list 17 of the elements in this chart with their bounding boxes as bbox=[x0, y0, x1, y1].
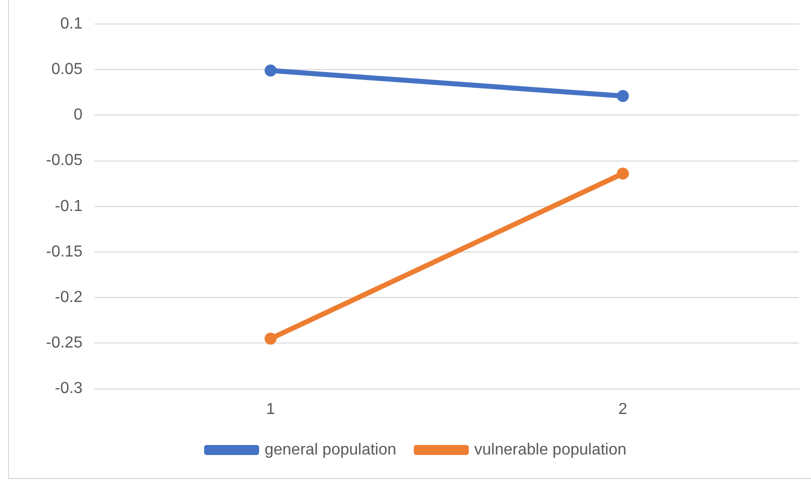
y-tick-label: 0.1 bbox=[60, 15, 83, 32]
y-tick-label: 0 bbox=[74, 106, 83, 124]
y-tick-label: -0.05 bbox=[46, 152, 83, 170]
point bbox=[616, 168, 629, 180]
y-tick-label: -0.2 bbox=[54, 289, 83, 306]
y-tick-label: -0.15 bbox=[46, 243, 83, 260]
point bbox=[616, 90, 629, 102]
y-tick-label: -0.25 bbox=[46, 334, 83, 352]
point bbox=[264, 64, 277, 77]
point bbox=[264, 332, 277, 345]
x-tick-label: 2 bbox=[618, 400, 628, 418]
x-tick-label: 1 bbox=[266, 400, 276, 418]
y-tick-label: -0.1 bbox=[54, 198, 83, 215]
legend-label: vulnerable population bbox=[474, 441, 626, 458]
y-tick-label: -0.3 bbox=[54, 380, 83, 398]
y-tick-label: 0.05 bbox=[51, 61, 83, 78]
legend-label: general population bbox=[264, 441, 396, 458]
